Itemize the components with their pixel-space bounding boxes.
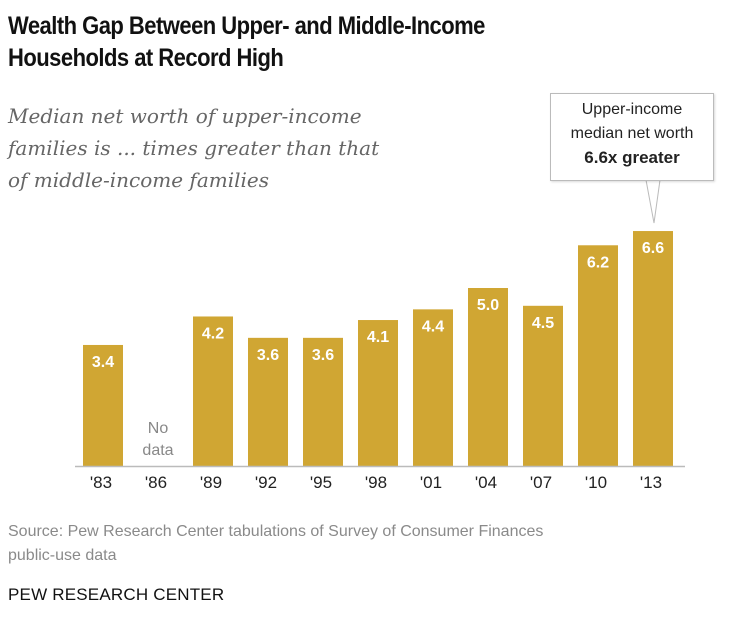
callout-line-1: Upper-income: [581, 101, 683, 118]
chart-title: Wealth Gap Between Upper- and Middle-Inc…: [8, 10, 642, 74]
title-line-1: Wealth Gap Between Upper- and Middle-Inc…: [8, 12, 485, 40]
subtitle-line-1: Median net worth of upper-income: [8, 104, 362, 128]
no-data-label: No: [148, 420, 169, 437]
callout-line-3-wrap: 6.6x greater: [551, 146, 713, 171]
source-note: Source: Pew Research Center tabulations …: [8, 520, 728, 568]
bar-13: [633, 231, 673, 466]
bar-value-label: 5.0: [477, 297, 499, 314]
bar-value-label: 3.6: [312, 347, 334, 364]
x-tick-label: '01: [420, 473, 442, 492]
subtitle-line-3: of middle-income families: [8, 168, 270, 192]
source-line-1: Source: Pew Research Center tabulations …: [8, 523, 544, 540]
callout-line-2: median net worth: [570, 125, 694, 142]
bar-value-label: 3.6: [257, 347, 279, 364]
bar-95: [303, 337, 343, 466]
bar-04: [468, 288, 508, 466]
callout-pointer: [645, 179, 661, 224]
bars-group: 3.4 No data 4.2 3.6 3.6 4.1 4.4 5.0 4.5 6.2 6.6: [83, 231, 673, 466]
bar-89: [193, 316, 233, 466]
bar-value-label: 4.5: [532, 315, 554, 332]
bar-10: [578, 245, 618, 466]
chart-subtitle: Median net worth of upper-income familie…: [8, 100, 428, 196]
bar-value-label: 6.2: [587, 254, 609, 271]
bar-value-label: 3.4: [92, 354, 114, 371]
x-tick-label: '89: [200, 473, 222, 492]
x-tick-label: '95: [310, 473, 332, 492]
callout-box: Upper-income median net worth 6.6x great…: [550, 93, 714, 181]
x-tick-label: '04: [475, 473, 497, 492]
x-tick-label: '92: [255, 473, 277, 492]
x-tick-label: '83: [90, 473, 112, 492]
x-tick-labels: '83 '86 '89 '92 '95 '98 '01 '04 '07 '10 '13: [90, 473, 662, 492]
x-tick-label: '86: [145, 473, 167, 492]
x-tick-label: '98: [365, 473, 387, 492]
title-line-2: Households at Record High: [8, 44, 284, 72]
subtitle-line-2: families is ... times greater than that: [8, 136, 380, 160]
bar-07: [523, 305, 563, 466]
x-tick-label: '10: [585, 473, 607, 492]
x-tick-label: '07: [530, 473, 552, 492]
bar-value-label: 6.6: [642, 240, 664, 257]
bar-83: [83, 344, 123, 466]
callout-line-3: 6.6x greater: [584, 148, 680, 167]
bar-98: [358, 320, 398, 466]
source-line-2: public-use data: [8, 547, 117, 564]
bar-value-label: 4.2: [202, 325, 224, 342]
no-data-label: data: [142, 442, 173, 459]
bar-92: [248, 337, 288, 466]
bar-value-label: 4.1: [367, 329, 389, 346]
bar-01: [413, 309, 453, 466]
bar-value-label: 4.4: [422, 318, 444, 335]
x-tick-label: '13: [640, 473, 662, 492]
brand-logo-text: PEW RESEARCH CENTER: [8, 585, 225, 604]
